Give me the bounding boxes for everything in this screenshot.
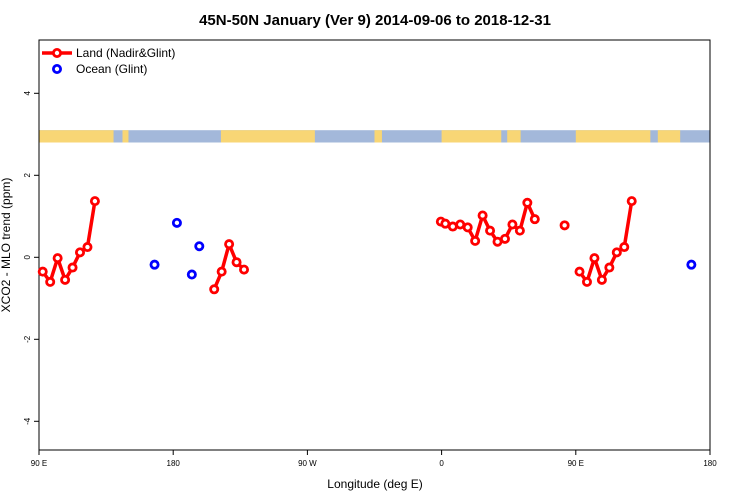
x-tick-label: 180: [703, 459, 717, 468]
land-band: [657, 130, 681, 143]
plot-frame: [38, 39, 711, 451]
land-band: [575, 130, 651, 143]
y-axis-label: XCO2 - MLO trend (ppm): [0, 178, 13, 313]
land-data-point: [75, 247, 86, 258]
land-data-point: [239, 264, 250, 275]
legend: Land (Nadir&Glint) Ocean (Glint): [42, 46, 175, 76]
axes: 90 E 180 90 W 0 90 E 180 -4 -2 0 2 4: [23, 39, 717, 468]
ocean-data-point: [149, 259, 160, 270]
land-data-point: [507, 219, 518, 230]
land-band: [441, 130, 502, 143]
land-data-point: [37, 266, 48, 277]
land-data-point: [499, 233, 510, 244]
x-tick-label: 0: [439, 459, 444, 468]
land-data-point: [209, 284, 220, 295]
land-data-point: [522, 197, 533, 208]
land-data-point: [216, 266, 227, 277]
x-tick-label: 90 E: [31, 459, 47, 468]
land-data-point: [60, 274, 71, 285]
land-series-line: [212, 242, 246, 290]
land-data-point: [626, 196, 637, 207]
land-data-point: [611, 247, 622, 258]
legend-marker-ocean: [52, 64, 63, 75]
land-data-point: [589, 253, 600, 264]
land-data-point: [514, 225, 525, 236]
data-marks: [37, 196, 697, 295]
land-data-point: [559, 220, 570, 231]
land-data-point: [604, 262, 615, 273]
x-tick-label: 90 W: [298, 459, 317, 468]
land-band: [122, 130, 129, 143]
land-data-point: [82, 242, 93, 253]
legend-label-ocean: Ocean (Glint): [76, 62, 147, 76]
y-tick-label: 2: [23, 173, 32, 178]
x-tick-label: 90 E: [568, 459, 584, 468]
land-data-point: [574, 266, 585, 277]
land-data-point: [462, 222, 473, 233]
land-data-point: [470, 235, 481, 246]
y-tick-label: -4: [23, 417, 32, 425]
land-data-point: [224, 239, 235, 250]
y-tick-label: -2: [23, 335, 32, 343]
land-data-point: [477, 210, 488, 221]
land-band: [374, 130, 382, 143]
land-data-point: [581, 276, 592, 287]
legend-label-land: Land (Nadir&Glint): [76, 46, 175, 60]
x-axis-label: Longitude (deg E): [327, 477, 422, 491]
land-data-point: [67, 262, 78, 273]
ocean-data-point: [686, 259, 697, 270]
land-data-point: [231, 257, 242, 268]
land-band: [39, 130, 114, 143]
land-data-point: [52, 253, 63, 264]
land-data-point: [529, 214, 540, 225]
land-data-point: [619, 242, 630, 253]
ocean-data-point: [171, 217, 182, 228]
land-band: [507, 130, 521, 143]
land-data-point: [485, 225, 496, 236]
ocean-data-point: [194, 241, 205, 252]
land-ocean-strip: [39, 130, 710, 143]
x-tick-label: 180: [167, 459, 181, 468]
y-tick-label: 0: [23, 255, 32, 260]
y-tick-label: 4: [23, 91, 32, 96]
chart-title: 45N-50N January (Ver 9) 2014-09-06 to 20…: [199, 12, 551, 29]
ocean-data-point: [186, 269, 197, 280]
legend-marker-land: [52, 48, 63, 59]
land-data-point: [45, 276, 56, 287]
land-band: [220, 130, 315, 143]
land-data-point: [596, 274, 607, 285]
land-data-point: [89, 196, 100, 207]
